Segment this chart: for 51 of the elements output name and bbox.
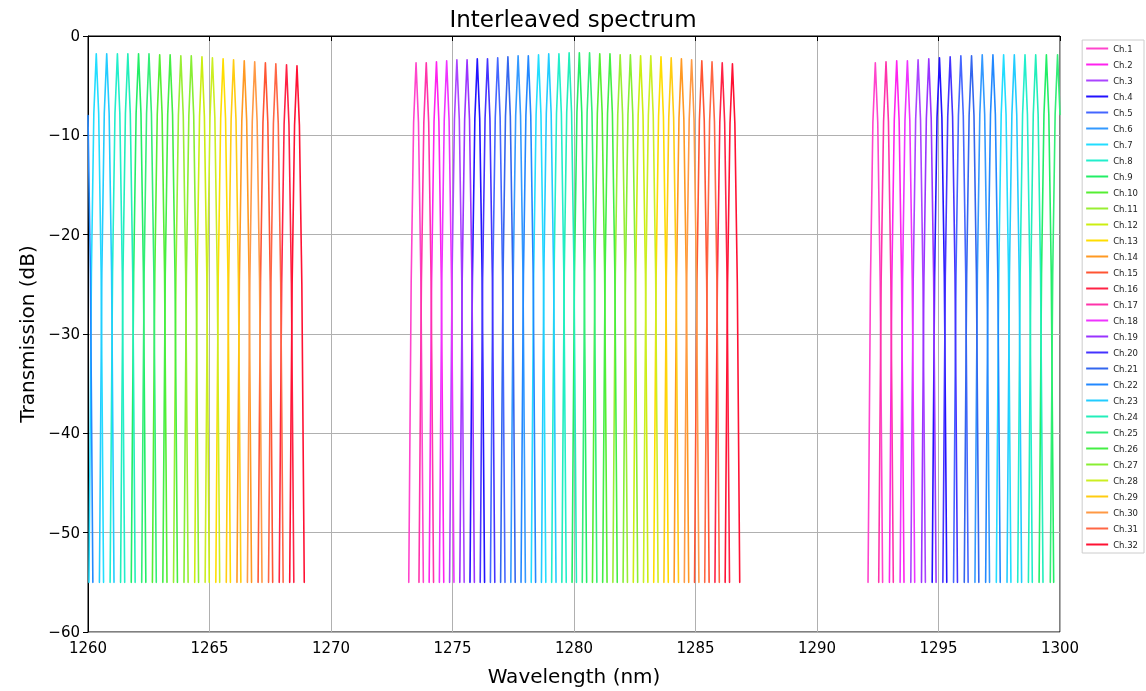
legend-label: Ch.12 <box>1113 219 1138 230</box>
legend-label: Ch.19 <box>1113 331 1138 342</box>
legend-label: Ch.15 <box>1113 267 1138 278</box>
x-tick-label: 1265 <box>190 638 229 657</box>
legend-label: Ch.20 <box>1113 347 1138 358</box>
legend-label: Ch.8 <box>1113 155 1133 166</box>
legend-label: Ch.25 <box>1113 427 1138 438</box>
legend-label: Ch.22 <box>1113 379 1138 390</box>
y-tick-label: −50 <box>48 523 80 542</box>
legend-label: Ch.28 <box>1113 475 1138 486</box>
legend-label: Ch.10 <box>1113 187 1138 198</box>
legend-label: Ch.6 <box>1113 123 1133 134</box>
legend-label: Ch.11 <box>1113 203 1138 214</box>
legend-label: Ch.14 <box>1113 251 1138 262</box>
legend-label: Ch.17 <box>1113 299 1138 310</box>
legend-label: Ch.13 <box>1113 235 1138 246</box>
x-tick-label: 1275 <box>433 638 472 657</box>
legend-label: Ch.9 <box>1113 171 1133 182</box>
legend-label: Ch.30 <box>1113 507 1138 518</box>
y-axis-title: Transmission (dB) <box>15 245 40 424</box>
legend-label: Ch.23 <box>1113 395 1138 406</box>
legend-label: Ch.16 <box>1113 283 1138 294</box>
legend-label: Ch.7 <box>1113 139 1133 150</box>
legend-label: Ch.2 <box>1113 59 1133 70</box>
legend-label: Ch.1 <box>1113 43 1133 54</box>
x-tick-label: 1300 <box>1040 638 1080 657</box>
legend-label: Ch.27 <box>1113 459 1138 470</box>
y-tick-label: −30 <box>48 325 80 343</box>
legend-label: Ch.18 <box>1113 315 1138 326</box>
legend-label: Ch.4 <box>1113 91 1133 102</box>
x-tick-label: 1290 <box>797 638 837 657</box>
x-tick-label: 1295 <box>919 638 958 657</box>
y-tick-label: 0 <box>70 27 80 45</box>
legend-label: Ch.24 <box>1113 411 1138 422</box>
y-tick-label: −60 <box>48 623 80 641</box>
legend-label: Ch.32 <box>1113 539 1138 550</box>
legend-label: Ch.3 <box>1113 75 1133 86</box>
x-tick-label: 1260 <box>68 638 108 657</box>
x-tick-label: 1270 <box>311 638 351 657</box>
legend-label: Ch.5 <box>1113 107 1133 118</box>
legend-label: Ch.29 <box>1113 491 1138 502</box>
y-tick-label: −40 <box>48 424 80 443</box>
legend-label: Ch.31 <box>1113 523 1138 534</box>
x-axis-title: Wavelength (nm) <box>487 664 661 688</box>
y-tick-label: −20 <box>48 225 80 244</box>
x-tick-label: 1280 <box>554 638 594 657</box>
y-tick-label: −10 <box>48 126 80 145</box>
x-tick-label: 1285 <box>676 638 715 657</box>
chart-title: Interleaved spectrum <box>449 5 697 32</box>
legend-label: Ch.26 <box>1113 443 1138 454</box>
legend-label: Ch.21 <box>1113 363 1138 374</box>
